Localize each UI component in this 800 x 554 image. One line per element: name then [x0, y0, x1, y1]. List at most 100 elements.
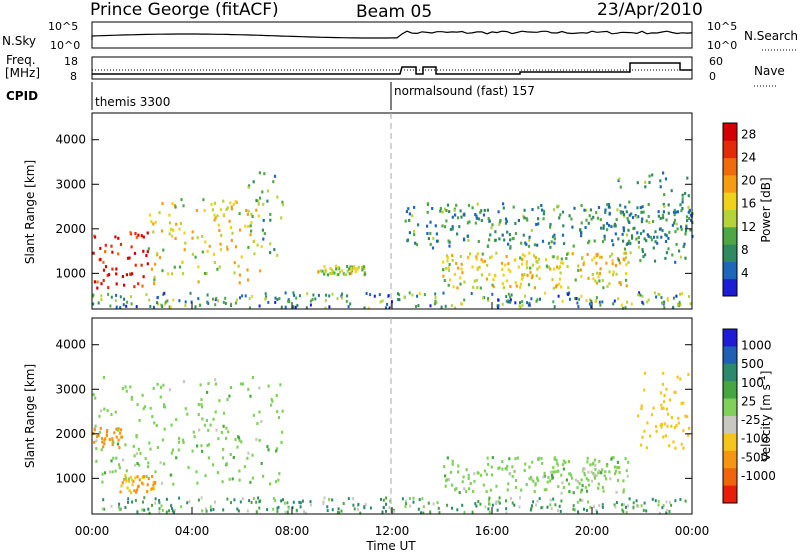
- range-cell: [601, 505, 604, 509]
- range-cell: [226, 206, 229, 210]
- range-cell: [184, 407, 187, 411]
- freq-unit-label: [MHz]: [5, 66, 40, 80]
- range-cell: [518, 304, 521, 308]
- range-cell: [546, 505, 549, 509]
- nsky-tick-bottom-right: 10^0: [707, 39, 737, 52]
- range-cell: [266, 189, 270, 193]
- range-cell: [662, 503, 665, 507]
- range-cell: [459, 209, 462, 213]
- range-cell: [255, 500, 258, 504]
- range-cell: [614, 232, 617, 236]
- range-cell: [520, 241, 523, 245]
- range-cell: [648, 221, 651, 224]
- range-cell: [92, 393, 95, 397]
- range-cell: [505, 507, 508, 511]
- range-cell: [149, 406, 152, 410]
- range-cell: [130, 302, 133, 306]
- range-cell: [598, 279, 601, 283]
- range-cell: [524, 462, 527, 466]
- range-cell: [505, 299, 508, 303]
- range-cell: [135, 433, 138, 437]
- range-cell: [625, 272, 628, 275]
- range-cell: [672, 440, 675, 444]
- range-cell: [404, 505, 407, 508]
- range-cell: [613, 224, 616, 228]
- range-cell: [435, 301, 438, 305]
- range-cell: [109, 304, 112, 308]
- range-cell: [426, 224, 429, 228]
- range-cell: [528, 238, 531, 242]
- range-cell: [588, 239, 591, 243]
- range-cell: [212, 463, 215, 467]
- power-colorbar-tick: 4: [741, 266, 749, 280]
- range-cell: [525, 262, 528, 266]
- range-cell: [312, 293, 315, 297]
- range-cell: [479, 210, 482, 214]
- range-cell: [587, 500, 589, 504]
- power-colorbar-tick: 20: [741, 174, 756, 188]
- range-cell: [429, 510, 432, 514]
- range-cell: [299, 505, 302, 509]
- range-cell: [505, 279, 509, 283]
- range-cell: [640, 407, 643, 411]
- range-cell: [219, 248, 223, 252]
- range-cell: [476, 266, 479, 270]
- range-cell: [593, 239, 596, 243]
- range-cell: [236, 507, 239, 511]
- range-cell: [509, 285, 512, 288]
- range-cell: [454, 213, 457, 217]
- range-cell: [625, 511, 628, 514]
- range-cell: [659, 423, 662, 427]
- range-cell: [568, 297, 571, 301]
- range-cell: [502, 206, 505, 210]
- range-cell: [220, 431, 223, 434]
- range-cell: [274, 300, 277, 304]
- range-cell: [511, 465, 514, 469]
- range-cell: [659, 185, 662, 189]
- range-cell: [551, 473, 554, 477]
- range-cell: [601, 503, 604, 507]
- range-cell: [583, 507, 585, 511]
- range-cell: [159, 461, 162, 465]
- range-cell: [533, 286, 536, 290]
- range-cell: [303, 510, 306, 514]
- range-cell: [353, 267, 356, 271]
- x-axis-label: Time UT: [365, 539, 416, 553]
- range-cell: [514, 479, 518, 482]
- range-cell: [354, 270, 357, 274]
- range-cell: [446, 456, 449, 460]
- range-cell: [198, 428, 201, 432]
- range-cell: [331, 292, 334, 296]
- range-cell: [523, 273, 526, 277]
- range-cell: [171, 448, 174, 452]
- range-cell: [110, 244, 113, 248]
- range-cell: [215, 296, 218, 300]
- range-cell: [415, 243, 418, 247]
- range-cell: [275, 449, 278, 453]
- range-cell: [575, 297, 578, 301]
- range-cell: [183, 248, 186, 252]
- range-cell: [111, 470, 114, 474]
- velocity-colorbar-swatch: [723, 329, 737, 347]
- range-cell: [115, 435, 118, 439]
- range-cell: [533, 243, 536, 247]
- range-cell: [641, 217, 644, 221]
- range-cell: [537, 457, 540, 461]
- velocity-colorbar-swatch: [723, 363, 737, 382]
- range-cell: [349, 302, 352, 306]
- range-cell: [628, 497, 631, 501]
- range-cell: [641, 250, 644, 254]
- range-cell: [186, 501, 189, 505]
- range-cell: [595, 281, 599, 285]
- range-cell: [687, 433, 690, 437]
- range-cell: [232, 456, 235, 459]
- range-cell: [642, 508, 645, 512]
- range-cell: [525, 483, 528, 486]
- range-cell: [487, 217, 490, 220]
- range-cell: [191, 230, 194, 234]
- range-cell: [178, 436, 181, 440]
- range-cell: [667, 211, 670, 215]
- nsky-panel: N.Sky 10^5 10^0 10^5 10^0 N.Search: [2, 20, 798, 52]
- range-cell: [489, 488, 492, 492]
- range-cell: [266, 199, 269, 203]
